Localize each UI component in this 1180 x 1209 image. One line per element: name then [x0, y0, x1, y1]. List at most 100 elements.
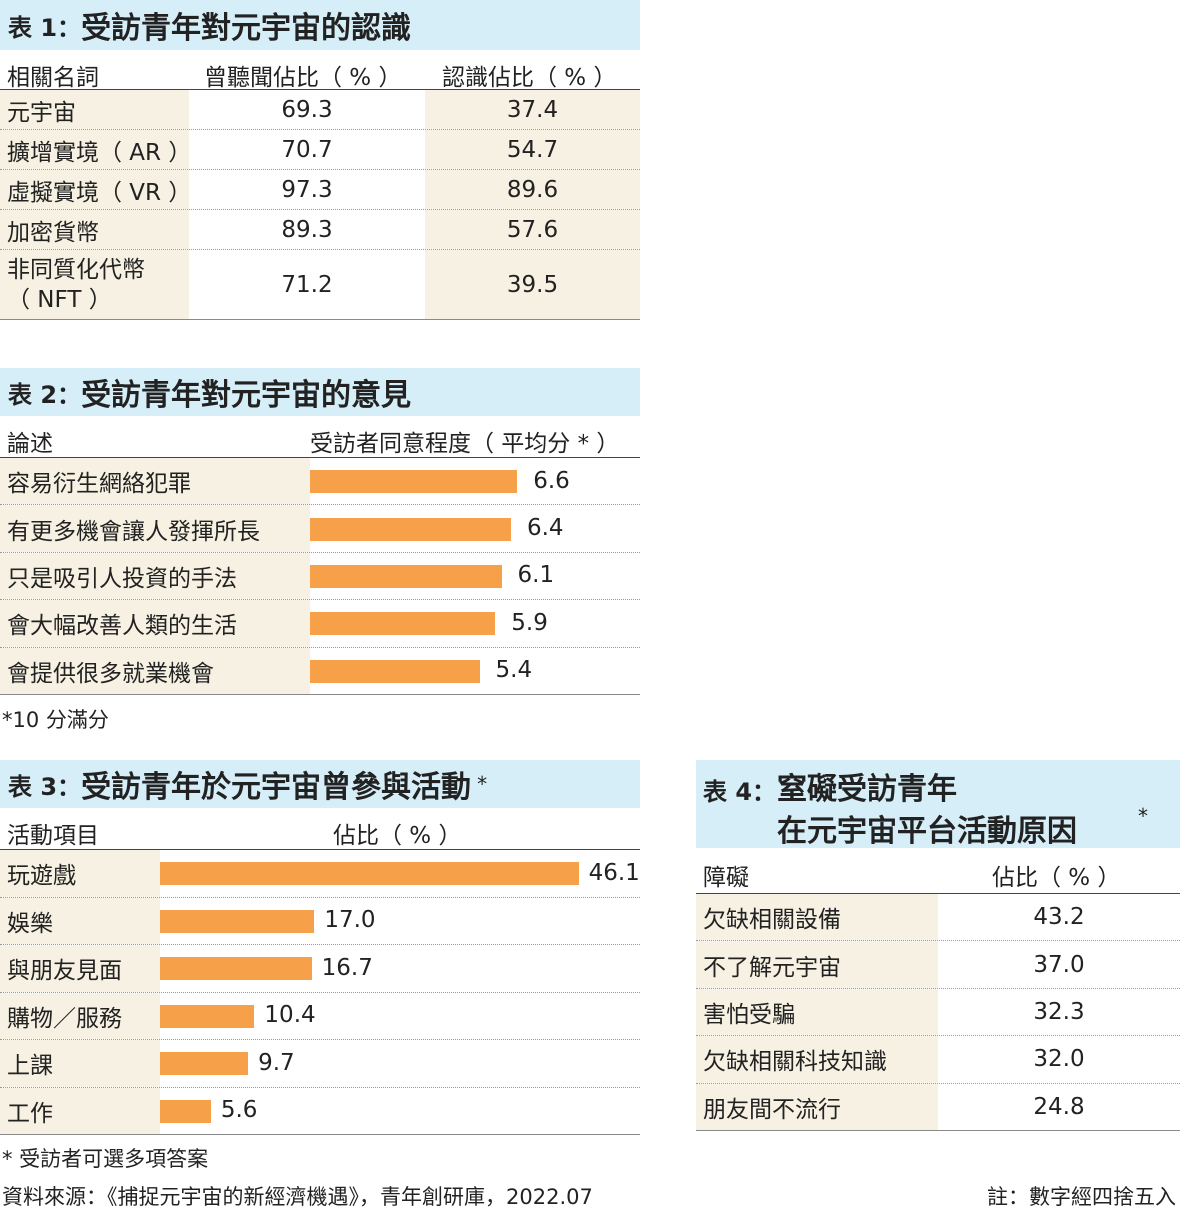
table-row: 只是吸引人投資的手法 6.1: [0, 552, 640, 601]
bar-value-label: 6.6: [533, 467, 570, 494]
table-4-asterisk: *: [1138, 804, 1148, 828]
table-1-title-bar: 表 1： 受訪青年對元宇宙的認識: [0, 0, 640, 50]
table-row: 不了解元宇宙 37.0: [696, 941, 1180, 989]
table-3-col-share: 佔比（ % ）: [333, 823, 462, 849]
heard-value: 69.3: [281, 96, 333, 123]
term-label: 擴增實境（ AR ）: [0, 130, 191, 169]
table-4-title-line2: 在元宇宙平台活動原因: [777, 814, 1077, 849]
table-1-col-term: 相關名詞: [7, 65, 99, 91]
table-1-col-know: 認識佔比（ % ）: [442, 65, 617, 91]
bar: [160, 1099, 211, 1123]
barrier-label: 欠缺相關設備: [696, 894, 938, 941]
bar: [310, 470, 518, 494]
know-column-shade: [425, 210, 640, 249]
term-label-line1: 非同質化代幣: [7, 256, 145, 283]
bar: [160, 1004, 255, 1028]
bar: [310, 612, 496, 636]
table-row: 容易衍生網絡犯罪 6.6: [0, 458, 640, 506]
table-1-body: 元宇宙 69.3 37.4 擴增實境（ AR ） 70.7 54.7 虛擬實境（ VR ） 9…: [0, 90, 640, 320]
source-note: 資料來源：《捕捉元宇宙的新經濟機遇》，青年創研庫，2022.07: [2, 1185, 593, 1209]
category-label: 與朋友見面: [0, 945, 160, 992]
table-row: 加密貨幣 89.3 57.6: [0, 210, 640, 250]
table-1-col-heard: 曾聽聞佔比（ % ）: [204, 65, 402, 91]
category-label: 會提供很多就業機會: [0, 647, 310, 694]
table-2-col-score: 受訪者同意程度（ 平均分 * ）: [310, 431, 620, 457]
bar-value-label: 17.0: [324, 907, 376, 934]
term-label: 元宇宙: [0, 90, 189, 129]
know-column-shade: [425, 170, 640, 209]
bar-value-label: 6.4: [526, 515, 564, 542]
table-4-number: 表 4：: [703, 778, 777, 806]
table-3-col-activity: 活動項目: [7, 823, 99, 849]
know-value: 39.5: [506, 271, 559, 298]
barrier-label: 朋友間不流行: [696, 1083, 938, 1130]
heard-value: 97.3: [281, 176, 333, 203]
category-label: 會大幅改善人類的生活: [0, 600, 310, 647]
table-1-number: 表 1：: [8, 13, 82, 42]
know-column-shade: [425, 90, 640, 129]
table-2-title-bar: 表 2： 受訪青年對元宇宙的意見: [0, 368, 640, 416]
table-row: 會提供很多就業機會 5.4: [0, 647, 640, 695]
table-4-header: 障礙 佔比（ % ）: [696, 848, 1180, 894]
table-row: 非同質化代幣 （ NFT ） 71.2 39.5: [0, 250, 640, 320]
term-label: 虛擬實境（ VR ）: [0, 170, 191, 209]
bar-value-label: 9.7: [258, 1049, 295, 1076]
table-row: 虛擬實境（ VR ） 97.3 89.6: [0, 170, 640, 210]
table-4-body: 欠缺相關設備 43.2 不了解元宇宙 37.0 害怕受騙 32.3 欠缺相關科技知識 32.0…: [696, 894, 1180, 1131]
bar-value-label: 46.1: [588, 859, 640, 886]
table-3-header: 活動項目 佔比（ % ）: [0, 808, 640, 850]
table-3-title-bar: 表 3： 受訪青年於元宇宙曾參與活動 *: [0, 760, 640, 808]
category-label: 只是吸引人投資的手法: [0, 552, 310, 600]
table-row: 娛樂 17.0: [0, 897, 640, 945]
bar: [310, 564, 502, 588]
know-value: 37.4: [506, 96, 559, 123]
bar: [160, 862, 579, 886]
table-row: 與朋友見面 16.7: [0, 945, 640, 993]
table-1: 表 1： 受訪青年對元宇宙的認識 相關名詞 曾聽聞佔比（ % ） 認識佔比（ %…: [0, 0, 640, 320]
barrier-value: 24.8: [1033, 1093, 1085, 1120]
table-4-title-bar: 表 4： 窒礙受訪青年 在元宇宙平台活動原因 *: [696, 760, 1180, 849]
barrier-value: 43.2: [1033, 904, 1085, 931]
table-row: 工作 5.6: [0, 1087, 640, 1135]
category-label: 工作: [0, 1087, 160, 1134]
table-4-col-share: 佔比（ % ）: [992, 865, 1121, 891]
bar-value-label: 5.6: [220, 1097, 258, 1124]
know-column-shade: [425, 250, 640, 319]
bar: [160, 957, 312, 981]
table-row: 朋友間不流行 24.8: [696, 1083, 1180, 1131]
table-1-header: 相關名詞 曾聽聞佔比（ % ） 認識佔比（ % ）: [0, 50, 640, 91]
bar-value-label: 16.7: [321, 954, 373, 981]
know-value: 54.7: [506, 136, 559, 163]
barrier-label: 不了解元宇宙: [696, 941, 938, 988]
table-3-number: 表 3：: [8, 772, 82, 801]
term-label-line2: （ NFT ）: [7, 286, 112, 313]
know-value: 57.6: [506, 216, 559, 243]
bar: [160, 909, 315, 933]
table-4-title-line1: 窒礙受訪青年: [777, 772, 957, 807]
table-2: 表 2： 受訪青年對元宇宙的意見 論述 受訪者同意程度（ 平均分 * ） 容易衍…: [0, 368, 640, 695]
barrier-value: 37.0: [1033, 951, 1085, 978]
table-3-asterisk: *: [477, 772, 488, 796]
category-label: 上課: [0, 1040, 160, 1087]
table-3-footnote: * 受訪者可選多項答案: [2, 1147, 209, 1171]
table-row: 欠缺相關科技知識 32.0: [696, 1036, 1180, 1084]
table-row: 元宇宙 69.3 37.4: [0, 90, 640, 130]
category-label: 娛樂: [0, 897, 160, 944]
table-3-body: 玩遊戲 46.1 娛樂 17.0 與朋友見面 16.7 購物／服務 10.4 上課 9.7 工作 5.…: [0, 850, 640, 1135]
bar-value-label: 6.1: [517, 562, 555, 589]
bar-value-label: 5.9: [511, 609, 548, 636]
table-row: 購物／服務 10.4: [0, 992, 640, 1040]
heard-value: 71.2: [281, 271, 333, 298]
bar-value-label: 10.4: [264, 1002, 316, 1029]
bar: [310, 659, 480, 683]
table-row: 上課 9.7: [0, 1040, 640, 1088]
table-row: 害怕受騙 32.3: [696, 988, 1180, 1037]
table-2-footnote: *10 分滿分: [2, 708, 109, 732]
category-label: 購物／服務: [0, 992, 160, 1039]
table-3: 表 3： 受訪青年於元宇宙曾參與活動 * 活動項目 佔比（ % ） 玩遊戲 46.…: [0, 760, 640, 1135]
bar: [310, 517, 511, 541]
table-2-header: 論述 受訪者同意程度（ 平均分 * ）: [0, 416, 640, 458]
know-value: 89.6: [506, 176, 559, 203]
heard-value: 70.7: [281, 136, 333, 163]
bar-value-label: 5.4: [495, 657, 533, 684]
